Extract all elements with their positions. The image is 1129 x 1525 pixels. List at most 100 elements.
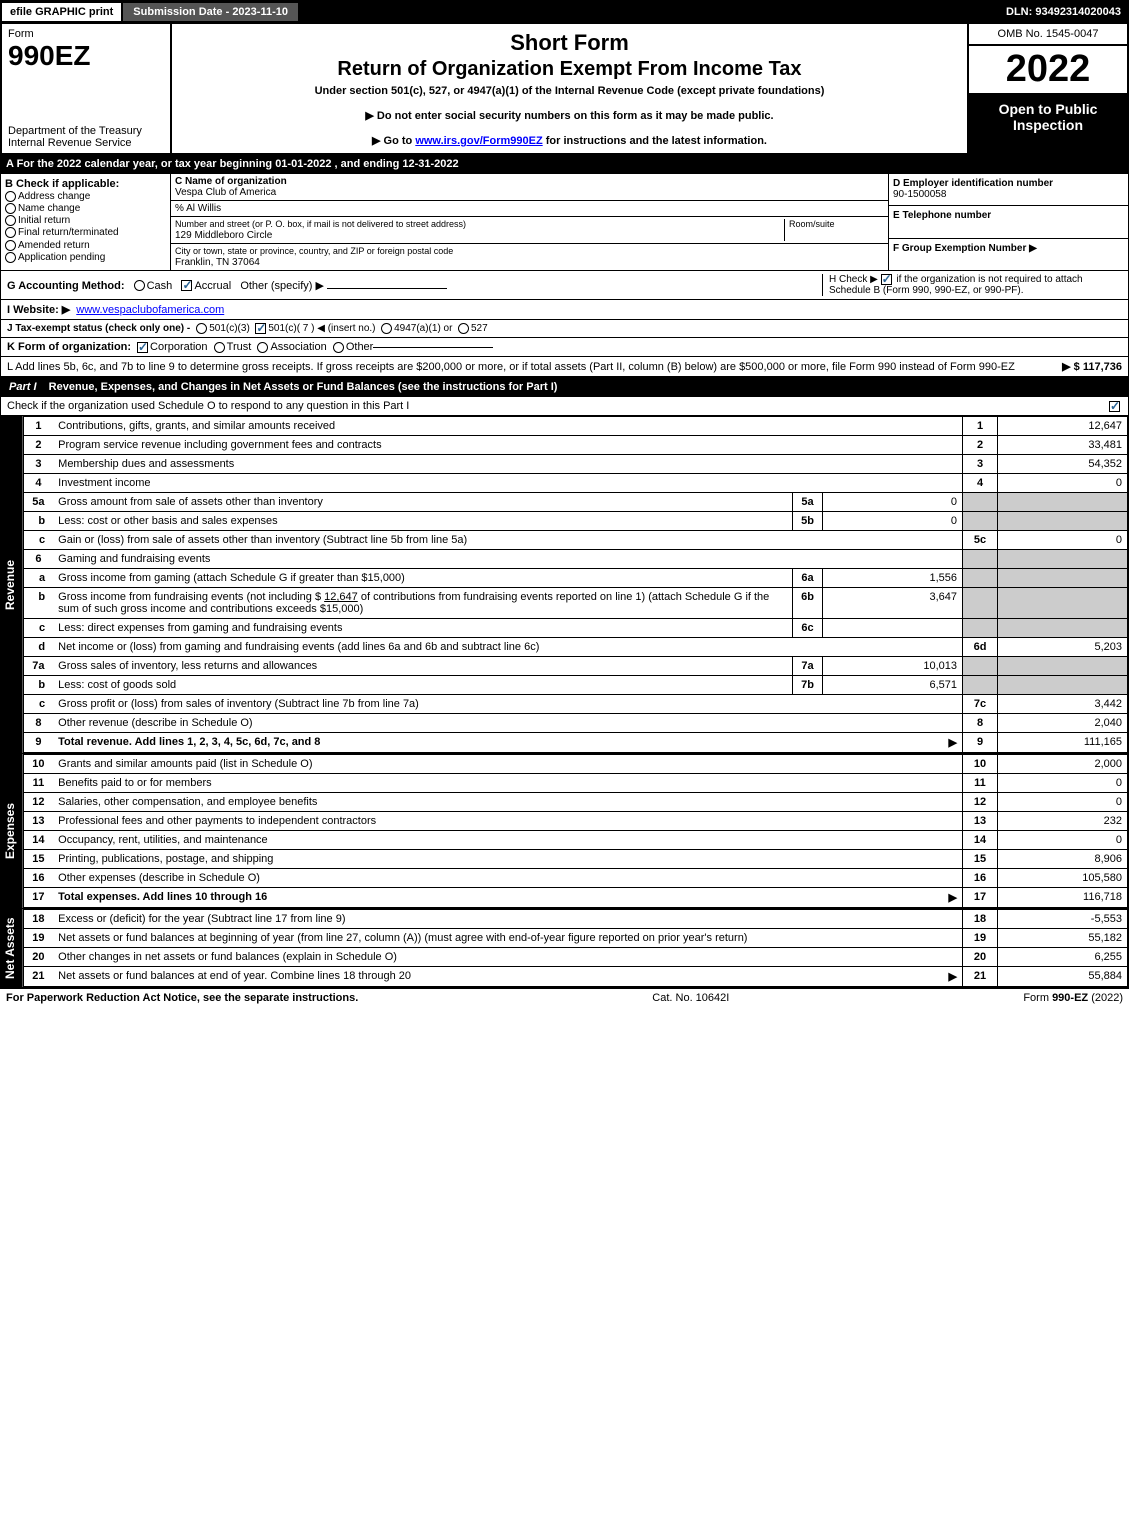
- page-footer: For Paperwork Reduction Act Notice, see …: [0, 988, 1129, 1007]
- side-revenue: Revenue: [1, 416, 23, 753]
- revenue-table: 1Contributions, gifts, grants, and simil…: [23, 416, 1128, 753]
- street-val: 129 Middleboro Circle: [175, 230, 272, 241]
- line-1: 1Contributions, gifts, grants, and simil…: [23, 417, 1127, 436]
- d-val: 90-1500058: [893, 189, 946, 200]
- part-i-label: Part I: [3, 380, 43, 394]
- footer-right: Form 990-EZ (2022): [1023, 992, 1123, 1004]
- check-text: Check if the organization used Schedule …: [7, 400, 409, 412]
- j-501c[interactable]: [255, 323, 266, 334]
- footer-left: For Paperwork Reduction Act Notice, see …: [6, 992, 358, 1004]
- line-6: 6Gaming and fundraising events: [23, 550, 1127, 569]
- city-row: City or town, state or province, country…: [171, 244, 888, 270]
- line-11: 11Benefits paid to or for members110: [23, 774, 1127, 793]
- f-group: F Group Exemption Number ▶: [889, 239, 1128, 270]
- line-10: 10Grants and similar amounts paid (list …: [23, 755, 1127, 774]
- l-text: L Add lines 5b, 6c, and 7b to line 9 to …: [7, 361, 1062, 373]
- org-name: Vespa Club of America: [175, 187, 276, 198]
- subtitle: Under section 501(c), 527, or 4947(a)(1)…: [178, 85, 961, 97]
- row-a-calendar-year: A For the 2022 calendar year, or tax yea…: [0, 155, 1129, 173]
- omb-number: OMB No. 1545-0047: [969, 24, 1127, 46]
- j-label: J Tax-exempt status (check only one) -: [7, 323, 190, 334]
- f-label: F Group Exemption Number ▶: [893, 243, 1037, 254]
- footer-mid: Cat. No. 10642I: [652, 992, 729, 1004]
- chk-final-return[interactable]: Final return/terminated: [5, 227, 166, 238]
- e-phone: E Telephone number: [889, 206, 1128, 238]
- line-9: 9Total revenue. Add lines 1, 2, 3, 4, 5c…: [23, 733, 1127, 753]
- chk-initial-return[interactable]: Initial return: [5, 215, 166, 226]
- notice-ssn: ▶ Do not enter social security numbers o…: [178, 109, 961, 122]
- line-12: 12Salaries, other compensation, and empl…: [23, 793, 1127, 812]
- open-to-public: Open to Public Inspection: [969, 95, 1127, 153]
- radio-accrual[interactable]: [181, 280, 192, 291]
- section-b: B Check if applicable: Address change Na…: [0, 173, 1129, 271]
- h-checkbox[interactable]: [881, 274, 892, 285]
- other-method-input[interactable]: [327, 288, 447, 289]
- line-2: 2Program service revenue including gover…: [23, 436, 1127, 455]
- j-501c3[interactable]: [196, 323, 207, 334]
- irs-link[interactable]: www.irs.gov/Form990EZ: [415, 135, 542, 147]
- line-8: 8Other revenue (describe in Schedule O)8…: [23, 714, 1127, 733]
- row-k: K Form of organization: Corporation Trus…: [0, 338, 1129, 357]
- line-7a: 7aGross sales of inventory, less returns…: [23, 657, 1127, 676]
- g-label: G Accounting Method:: [7, 280, 125, 292]
- efile-label[interactable]: efile GRAPHIC print: [0, 1, 123, 23]
- section-def: D Employer identification number 90-1500…: [888, 174, 1128, 270]
- j-527[interactable]: [458, 323, 469, 334]
- k-label: K Form of organization:: [7, 341, 131, 353]
- chk-amended-return[interactable]: Amended return: [5, 240, 166, 251]
- j-4947[interactable]: [381, 323, 392, 334]
- row-l: L Add lines 5b, 6c, and 7b to line 9 to …: [0, 357, 1129, 377]
- k-other[interactable]: [333, 342, 344, 353]
- c-label: C Name of organization: [175, 176, 287, 187]
- row-j: J Tax-exempt status (check only one) - 5…: [0, 320, 1129, 338]
- line-7c: cGross profit or (loss) from sales of in…: [23, 695, 1127, 714]
- k-trust[interactable]: [214, 342, 225, 353]
- line-19: 19Net assets or fund balances at beginni…: [23, 929, 1127, 948]
- section-b-left: B Check if applicable: Address change Na…: [1, 174, 171, 270]
- schedule-o-checkbox[interactable]: [1109, 401, 1120, 412]
- part-i-header: Part I Revenue, Expenses, and Changes in…: [0, 377, 1129, 397]
- chk-application-pending[interactable]: Application pending: [5, 252, 166, 263]
- title-return: Return of Organization Exempt From Incom…: [178, 58, 961, 81]
- line-13: 13Professional fees and other payments t…: [23, 812, 1127, 831]
- dept-label: Department of the Treasury Internal Reve…: [8, 119, 164, 149]
- net-assets-block: Net Assets 18Excess or (deficit) for the…: [0, 909, 1129, 988]
- row-g: G Accounting Method: Cash Accrual Other …: [7, 279, 822, 292]
- k-corporation[interactable]: [137, 342, 148, 353]
- notice-post: for instructions and the latest informat…: [543, 135, 767, 147]
- net-assets-table: 18Excess or (deficit) for the year (Subt…: [23, 909, 1128, 987]
- line-6d: dNet income or (loss) from gaming and fu…: [23, 638, 1127, 657]
- line-16: 16Other expenses (describe in Schedule O…: [23, 869, 1127, 888]
- chk-address-change[interactable]: Address change: [5, 191, 166, 202]
- d-label: D Employer identification number: [893, 178, 1053, 189]
- chk-name-change[interactable]: Name change: [5, 203, 166, 214]
- form-header: Form 990EZ Department of the Treasury In…: [0, 24, 1129, 155]
- row-g-h: G Accounting Method: Cash Accrual Other …: [0, 271, 1129, 300]
- line-5c: cGain or (loss) from sale of assets othe…: [23, 531, 1127, 550]
- tax-year: 2022: [969, 46, 1127, 95]
- org-name-row: C Name of organization Vespa Club of Ame…: [171, 174, 888, 201]
- title-short-form: Short Form: [178, 30, 961, 56]
- line-5a: 5aGross amount from sale of assets other…: [23, 493, 1127, 512]
- radio-cash[interactable]: [134, 280, 145, 291]
- line-6a: aGross income from gaming (attach Schedu…: [23, 569, 1127, 588]
- header-left: Form 990EZ Department of the Treasury In…: [2, 24, 172, 153]
- k-association[interactable]: [257, 342, 268, 353]
- line-14: 14Occupancy, rent, utilities, and mainte…: [23, 831, 1127, 850]
- e-label: E Telephone number: [893, 210, 991, 221]
- b-title: B Check if applicable:: [5, 178, 166, 190]
- line-7b: bLess: cost of goods sold7b6,571: [23, 676, 1127, 695]
- city-label: City or town, state or province, country…: [175, 246, 453, 256]
- room-label: Room/suite: [789, 219, 835, 229]
- section-c: C Name of organization Vespa Club of Ame…: [171, 174, 888, 270]
- line-4: 4Investment income40: [23, 474, 1127, 493]
- line-15: 15Printing, publications, postage, and s…: [23, 850, 1127, 869]
- line-6c: cLess: direct expenses from gaming and f…: [23, 619, 1127, 638]
- street-row: Number and street (or P. O. box, if mail…: [171, 217, 888, 244]
- k-other-input[interactable]: [373, 347, 493, 348]
- line-5b: bLess: cost or other basis and sales exp…: [23, 512, 1127, 531]
- top-bar: efile GRAPHIC print Submission Date - 20…: [0, 0, 1129, 24]
- notice-link: ▶ Go to www.irs.gov/Form990EZ for instru…: [178, 134, 961, 147]
- website-link[interactable]: www.vespaclubofamerica.com: [76, 304, 224, 316]
- notice-pre: ▶ Go to: [372, 135, 415, 147]
